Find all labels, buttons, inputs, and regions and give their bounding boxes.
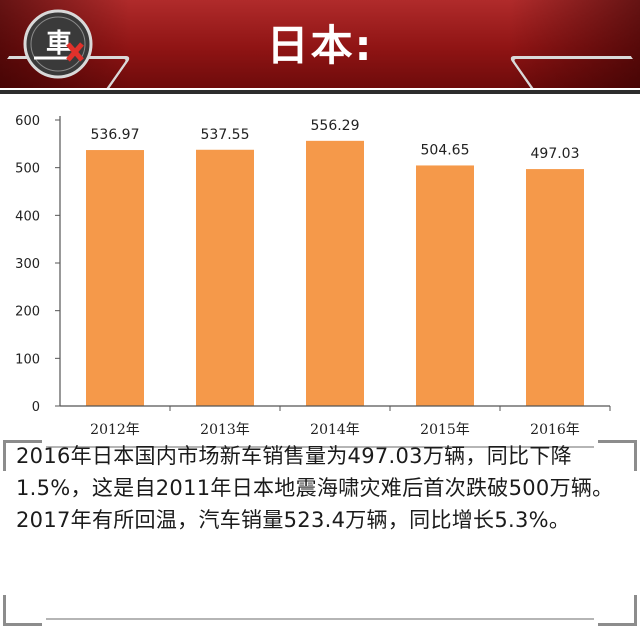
- frame-corner-bottom-left: [3, 595, 42, 626]
- x-tick-label: 2016年: [530, 422, 580, 438]
- bar-2: [306, 140, 364, 407]
- frame-corner-bottom-right: [598, 595, 637, 626]
- bars: 536.97 537.55 556.29 504.65 497.03: [86, 118, 584, 407]
- page-title: 日本:: [266, 21, 374, 70]
- description-text: 2016年日本国内市场新车销售量为497.03万辆，同比下降1.5%，这是自20…: [16, 444, 614, 532]
- logo-glyph: 車: [46, 29, 72, 59]
- y-tick-label: 400: [15, 209, 40, 224]
- x-tick-label: 2012年: [90, 422, 140, 438]
- y-tick-label: 0: [32, 400, 40, 415]
- header-banner: 車 日本:: [0, 0, 640, 88]
- frame-line-top: [46, 446, 594, 448]
- y-tick-label: 100: [15, 352, 40, 367]
- bar-value-label: 537.55: [201, 127, 250, 143]
- bar-value-label: 504.65: [421, 142, 470, 158]
- bar-chart: 0 100 200 300 400 500 600 536.97 537.55 556.29 50…: [15, 114, 611, 438]
- y-tick-label: 300: [15, 257, 40, 272]
- description-panel: 2016年日本国内市场新车销售量为497.03万辆，同比下降1.5%，这是自20…: [0, 440, 640, 630]
- bar-value-label: 556.29: [311, 118, 360, 134]
- frame-line-bottom: [46, 618, 594, 620]
- y-axis: 0 100 200 300 400 500 600: [15, 114, 61, 415]
- bar-value-label: 497.03: [531, 146, 580, 162]
- bar-0: [86, 150, 144, 406]
- frame-corner-top-left: [3, 440, 42, 471]
- bar-3: [416, 165, 474, 406]
- y-tick-label: 200: [15, 305, 40, 320]
- x-tick-label: 2014年: [310, 422, 360, 438]
- y-tick-label: 500: [15, 162, 40, 177]
- bar-1: [196, 149, 254, 407]
- x-axis: 2012年 2013年 2014年 2015年 2016年: [60, 405, 611, 438]
- x-tick-label: 2015年: [420, 422, 470, 438]
- bar-value-label: 536.97: [91, 127, 140, 143]
- logo-icon: 車: [23, 9, 93, 79]
- chart-area: 0 100 200 300 400 500 600 536.97 537.55 556.29 50…: [0, 90, 640, 444]
- y-tick-label: 600: [15, 114, 40, 129]
- frame-corner-top-right: [598, 440, 637, 471]
- banner-shade-right: [510, 0, 640, 88]
- x-tick-label: 2013年: [200, 422, 250, 438]
- bar-4: [526, 169, 584, 406]
